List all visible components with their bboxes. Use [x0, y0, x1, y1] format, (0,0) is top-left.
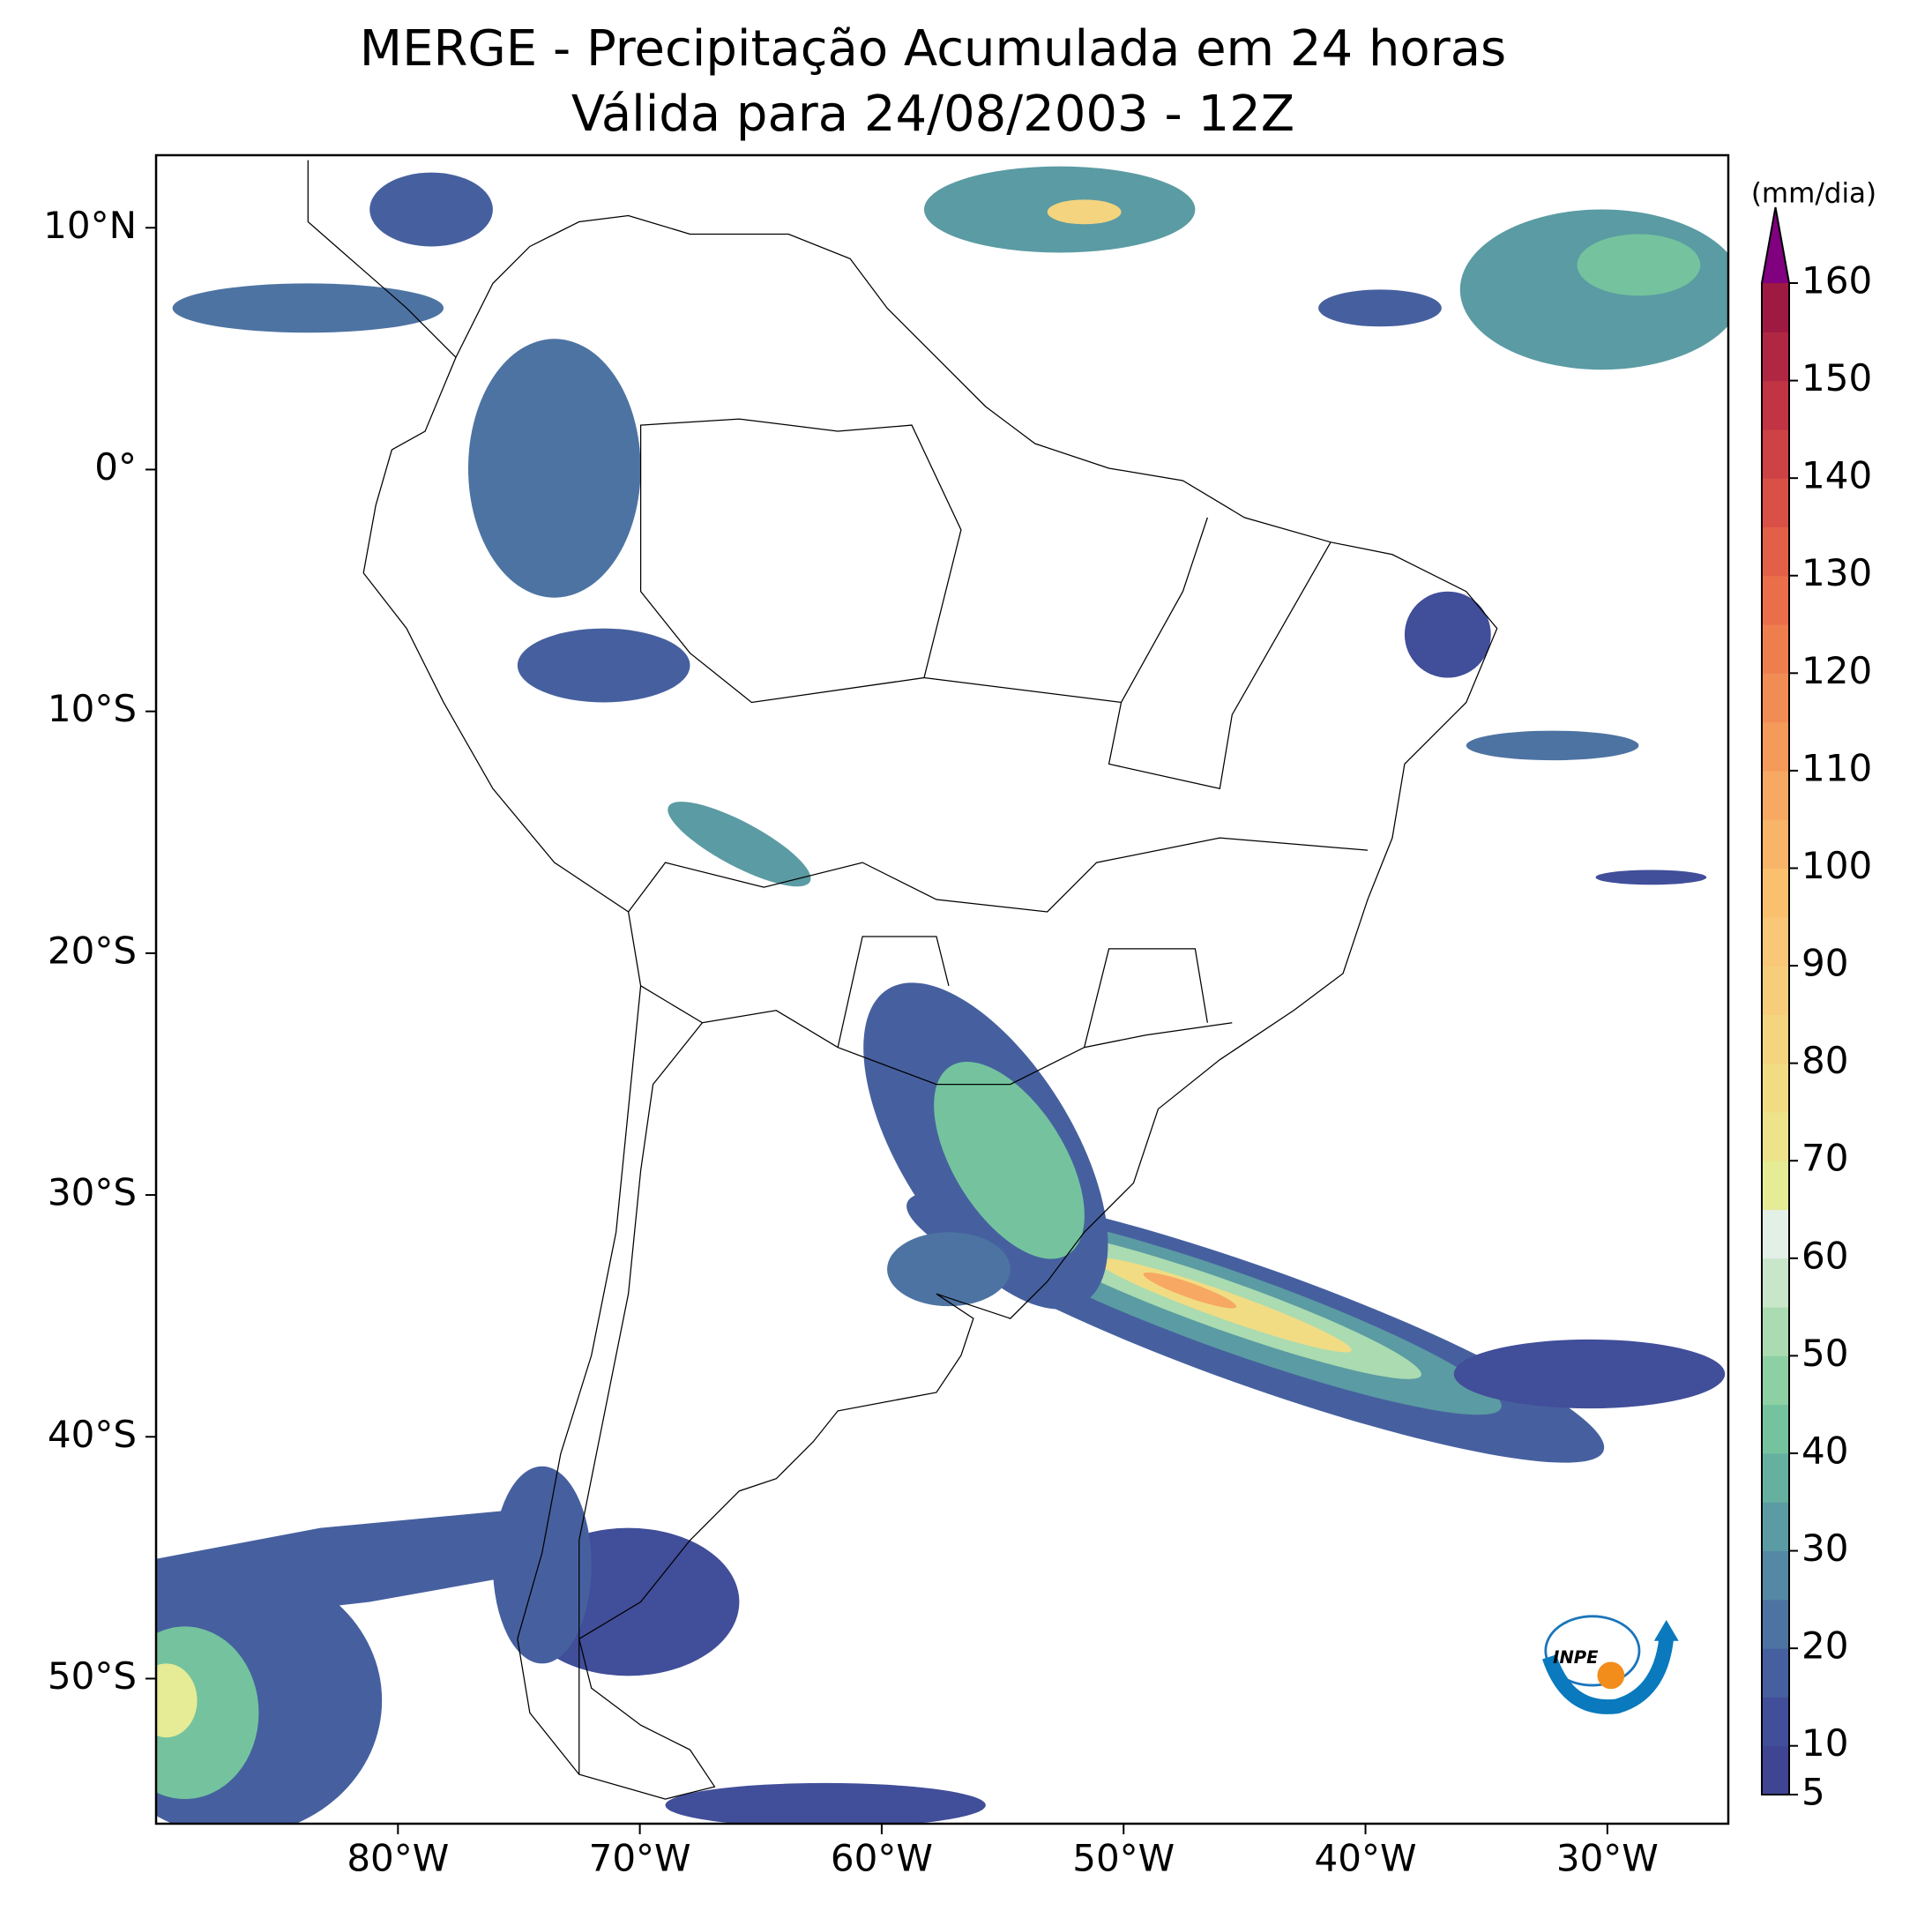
- x-tick-label: 40°W: [1315, 1837, 1417, 1880]
- colorbar-band: [1762, 868, 1789, 918]
- map-area: INPE: [156, 160, 1728, 1824]
- colorbar-band: [1762, 1111, 1789, 1161]
- colorbar-label: (mm/dia): [1751, 178, 1876, 210]
- colorbar-band: [1762, 1550, 1789, 1601]
- colorbar-band: [1762, 1161, 1789, 1211]
- colorbar-tick-label: 40: [1801, 1429, 1848, 1472]
- colorbar-band: [1762, 1307, 1789, 1356]
- y-tick-label: 30°S: [48, 1171, 137, 1214]
- colorbar-tick-label: 140: [1801, 454, 1872, 497]
- colorbar-tick-label: 150: [1801, 356, 1872, 399]
- colorbar-band: [1762, 478, 1789, 527]
- colorbar-tick-label: 30: [1801, 1527, 1848, 1570]
- colorbar-band: [1762, 1599, 1789, 1649]
- colorbar-band: [1762, 380, 1789, 430]
- x-tick-label: 30°W: [1556, 1837, 1659, 1880]
- colorbar-band: [1762, 1648, 1789, 1698]
- logo: INPE: [1542, 1615, 1679, 1714]
- colorbar-tick-label: 160: [1801, 259, 1872, 302]
- colorbar-tick-label: 90: [1801, 942, 1848, 985]
- coastlines: [307, 160, 1498, 1800]
- y-tick-label: 10°N: [43, 204, 137, 247]
- colorbar-tick-label: 10: [1801, 1721, 1848, 1765]
- colorbar-band: [1762, 526, 1789, 577]
- colorbar-band: [1762, 575, 1789, 625]
- colorbar-tick-label: 60: [1801, 1234, 1848, 1277]
- colorbar-band: [1762, 1063, 1789, 1113]
- colorbar-band: [1762, 1209, 1789, 1259]
- colorbar-tick-label: 20: [1801, 1624, 1848, 1668]
- colorbar-band: [1762, 721, 1789, 772]
- colorbar-band: [1762, 1258, 1789, 1308]
- subtitle: Válida para 24/08/2003 - 12Z: [571, 86, 1294, 143]
- x-tick-label: 50°W: [1072, 1837, 1175, 1880]
- colorbar-band: [1762, 1697, 1789, 1747]
- colorbar-band: [1762, 966, 1789, 1015]
- y-tick-label: 50°S: [48, 1654, 137, 1698]
- colorbar-band: [1762, 429, 1789, 479]
- colorbar-band: [1762, 673, 1789, 723]
- x-tick-label: 80°W: [347, 1837, 449, 1880]
- colorbar-tick-label: 120: [1801, 649, 1872, 692]
- y-tick-label: 0°: [94, 445, 137, 489]
- colorbar-band: [1762, 819, 1789, 869]
- colorbar-band: [1762, 1452, 1789, 1503]
- colorbar-tick-label: 100: [1801, 844, 1872, 887]
- y-tick-label: 20°S: [48, 929, 137, 972]
- x-tick-label: 70°W: [589, 1837, 691, 1880]
- colorbar-band: [1762, 770, 1789, 820]
- y-tick-label: 40°S: [48, 1413, 137, 1456]
- colorbar-band: [1762, 332, 1789, 382]
- precipitation: [156, 166, 1728, 1824]
- colorbar-extend: [1762, 207, 1789, 283]
- colorbar-tick-label: 130: [1801, 551, 1872, 594]
- colorbar-tick-label: 50: [1801, 1332, 1848, 1375]
- map-frame: [154, 153, 1730, 1825]
- y-tick-label: 10°S: [48, 687, 137, 730]
- colorbar-tick-label: 70: [1801, 1137, 1848, 1180]
- colorbar-band: [1762, 1404, 1789, 1454]
- colorbar-band: [1762, 1014, 1789, 1064]
- colorbar-frame: [1761, 206, 1790, 1795]
- colorbar-band: [1762, 1355, 1789, 1406]
- colorbar-band: [1762, 1502, 1789, 1552]
- colorbar-tick-label: 110: [1801, 746, 1872, 789]
- colorbar-band: [1762, 624, 1789, 674]
- colorbar-band: [1762, 916, 1789, 967]
- colorbar-band: [1762, 1745, 1789, 1795]
- colorbar-tick-label: 80: [1801, 1039, 1848, 1082]
- x-tick-label: 60°W: [831, 1837, 933, 1880]
- colorbar-band: [1762, 283, 1789, 332]
- logo-text: INPE: [1553, 1647, 1599, 1668]
- colorbar-tick-label: 5: [1801, 1771, 1825, 1814]
- title: MERGE - Precipitação Acumulada em 24 hor…: [360, 20, 1506, 78]
